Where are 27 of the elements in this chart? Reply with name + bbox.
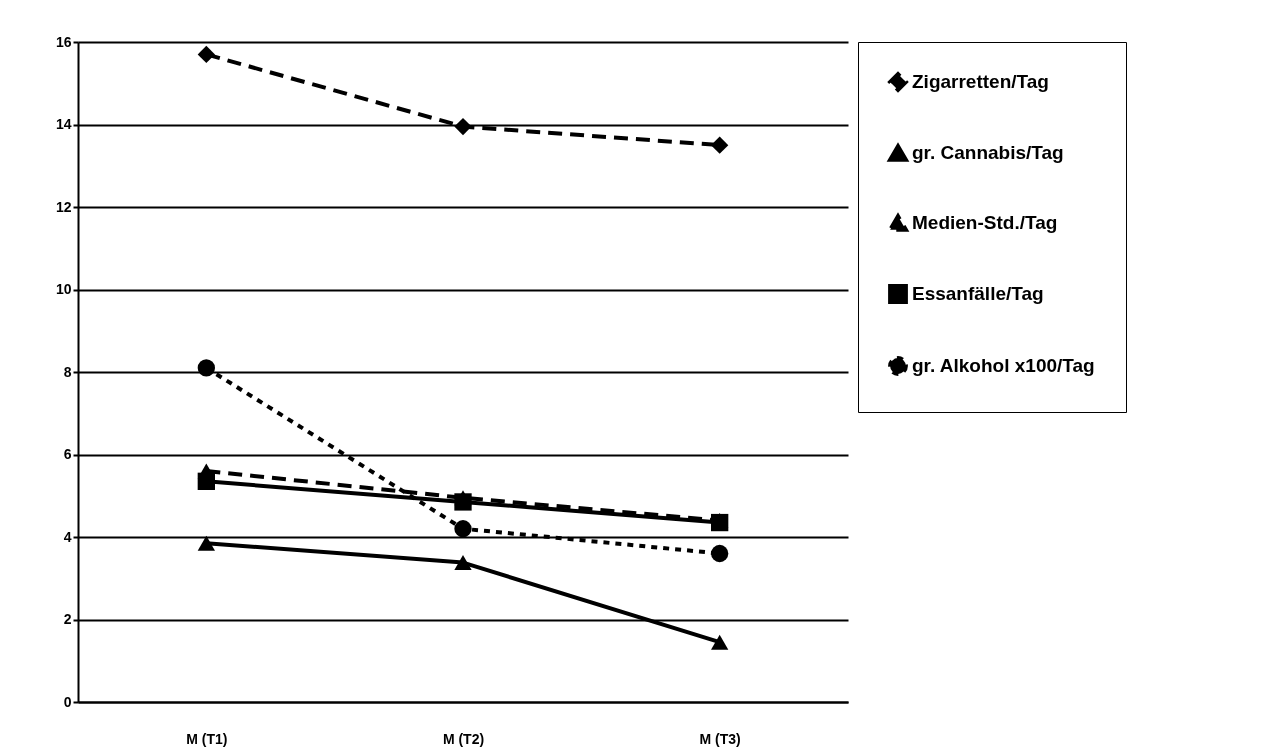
- x-tick-label: M (T2): [442, 730, 485, 747]
- legend-label: gr. Cannabis/Tag: [912, 142, 1064, 163]
- legend-label: Zigarretten/Tag: [912, 71, 1049, 92]
- point: [454, 117, 472, 136]
- y-tick-label: 12: [55, 198, 72, 215]
- x-tick-label: M (T3): [699, 730, 741, 747]
- point: [197, 535, 215, 551]
- point: [454, 490, 472, 506]
- legend-label: Essanfälle/Tag: [912, 283, 1044, 304]
- x-tick-label: M (T1): [186, 730, 228, 747]
- y-tick-label: 0: [63, 693, 72, 710]
- point: [711, 634, 729, 650]
- point: [454, 555, 472, 571]
- point: [711, 544, 729, 563]
- y-tick-label: 6: [63, 446, 72, 462]
- point: [454, 520, 472, 538]
- y-tick-label: 10: [55, 281, 72, 297]
- y-tick-label: 16: [55, 33, 72, 50]
- y-tick-label: 8: [63, 363, 72, 380]
- y-tick-label: 2: [63, 611, 72, 627]
- y-tick-label: 14: [55, 116, 72, 132]
- point: [197, 45, 215, 64]
- point: [197, 359, 215, 377]
- y-tick-label: 4: [63, 528, 72, 545]
- legend-label: gr. Alkohol x100/Tag: [912, 355, 1095, 376]
- legend-label: Medien-Std./Tag: [912, 212, 1058, 233]
- point: [711, 136, 729, 154]
